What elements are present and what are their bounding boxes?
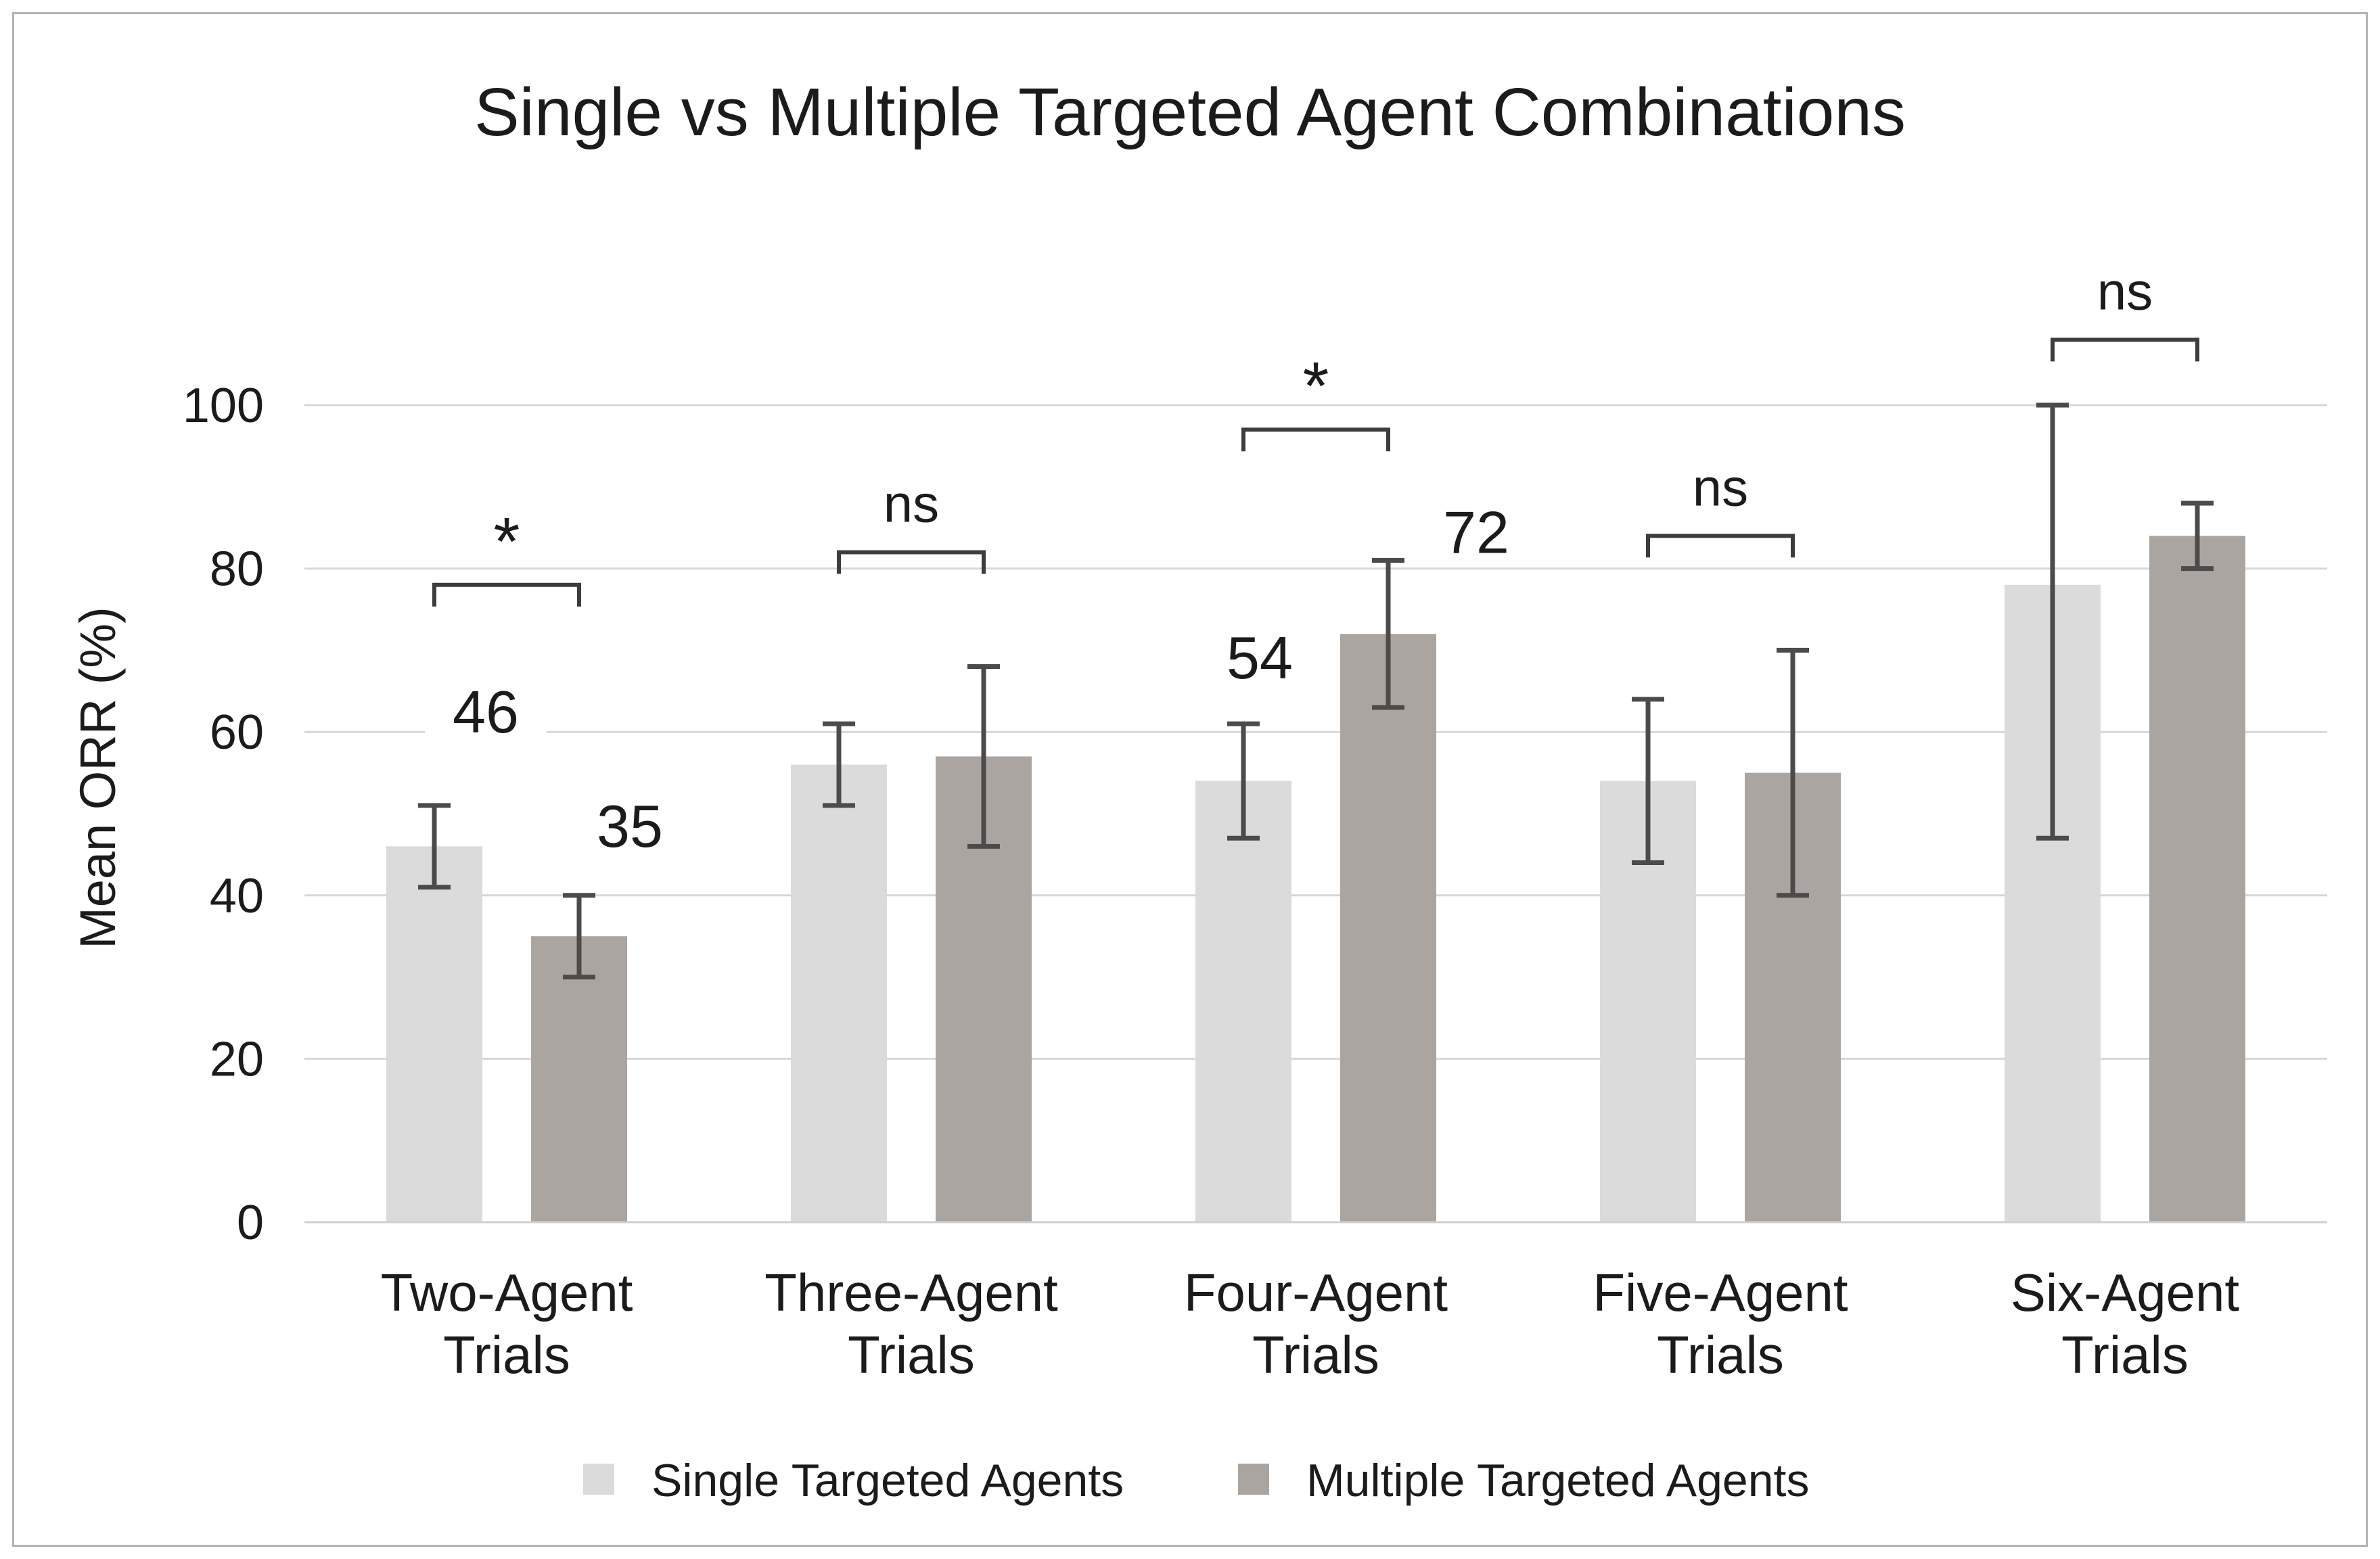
legend: Single Targeted Agents Multiple Targeted… bbox=[583, 1455, 1809, 1506]
significance-label: * bbox=[1303, 348, 1329, 424]
significance-bracket bbox=[2051, 338, 2199, 362]
bar-multiple-targeted bbox=[2149, 536, 2245, 1222]
significance-bracket bbox=[1646, 534, 1795, 558]
value-label-background bbox=[425, 679, 547, 746]
significance-bracket bbox=[1241, 427, 1390, 452]
legend-swatch-single-targeted bbox=[583, 1464, 614, 1495]
bar-single-targeted bbox=[791, 764, 887, 1222]
bars bbox=[386, 536, 2245, 1222]
legend-label-multiple-targeted: Multiple Targeted Agents bbox=[1306, 1455, 1809, 1506]
error-bars bbox=[418, 402, 2214, 980]
x-axis-label: Four-Agent bbox=[1184, 1263, 1448, 1322]
bar-multiple-targeted bbox=[1340, 634, 1436, 1222]
value-label: 54 bbox=[1227, 624, 1293, 691]
y-tick-label: 100 bbox=[183, 379, 264, 433]
chart-border bbox=[12, 12, 2368, 1547]
x-axis-label: Two-Agent bbox=[381, 1263, 633, 1322]
error-bar bbox=[418, 803, 451, 890]
error-bar bbox=[563, 893, 595, 980]
value-label-background bbox=[1415, 500, 1537, 567]
significance-label: ns bbox=[884, 473, 939, 533]
bar-single-targeted bbox=[386, 846, 482, 1222]
legend-swatch-multiple-targeted bbox=[1238, 1464, 1269, 1495]
x-axis-label: Trials bbox=[848, 1325, 975, 1385]
error-bar bbox=[2181, 501, 2214, 572]
y-tick-labels: 0 20 40 60 80 100 bbox=[183, 379, 264, 1250]
y-tick-label: 80 bbox=[210, 542, 264, 597]
y-axis-title: Mean ORR (%) bbox=[70, 607, 126, 949]
x-axis-label: Six-Agent bbox=[2011, 1263, 2239, 1322]
error-bar bbox=[1632, 697, 1664, 865]
x-axis-label: Trials bbox=[443, 1325, 570, 1385]
value-label: 35 bbox=[597, 793, 663, 860]
x-axis-label: Trials bbox=[2061, 1325, 2189, 1385]
value-label-background bbox=[1199, 626, 1321, 693]
value-label: 46 bbox=[453, 678, 519, 745]
error-bar bbox=[1227, 721, 1260, 841]
bar-multiple-targeted bbox=[531, 936, 627, 1222]
error-bar bbox=[2036, 402, 2069, 841]
legend-label-single-targeted: Single Targeted Agents bbox=[651, 1455, 1124, 1506]
error-bar bbox=[1372, 558, 1404, 710]
x-axis-label: Trials bbox=[1252, 1325, 1379, 1385]
significance-bracket bbox=[837, 550, 986, 574]
gridlines bbox=[304, 404, 2327, 1060]
significance-label: ns bbox=[2097, 261, 2153, 321]
value-label: 72 bbox=[1443, 499, 1509, 566]
y-tick-label: 20 bbox=[210, 1032, 264, 1086]
y-tick-label: 0 bbox=[237, 1196, 264, 1250]
chart-title: Single vs Multiple Targeted Agent Combin… bbox=[474, 74, 1906, 150]
significance-label: ns bbox=[1693, 457, 1748, 517]
error-bar bbox=[1777, 647, 1809, 898]
y-tick-label: 60 bbox=[210, 705, 264, 760]
significance-bracket bbox=[432, 582, 581, 607]
bar-single-targeted bbox=[1195, 781, 1291, 1222]
significance-brackets: * ns * ns ns bbox=[432, 261, 2199, 607]
value-label-background bbox=[569, 793, 691, 860]
x-axis-labels: Two-AgentTrialsThree-AgentTrialsFour-Age… bbox=[381, 1263, 2240, 1385]
x-axis-label: Trials bbox=[1657, 1325, 1784, 1385]
value-labels: 46 54 35 72 bbox=[425, 499, 1537, 860]
significance-label: * bbox=[494, 504, 520, 580]
error-bar bbox=[967, 664, 1000, 849]
x-axis-label: Three-Agent bbox=[764, 1263, 1058, 1322]
y-tick-label: 40 bbox=[210, 869, 264, 923]
x-axis-label: Five-Agent bbox=[1593, 1263, 1848, 1322]
error-bar bbox=[823, 721, 855, 808]
